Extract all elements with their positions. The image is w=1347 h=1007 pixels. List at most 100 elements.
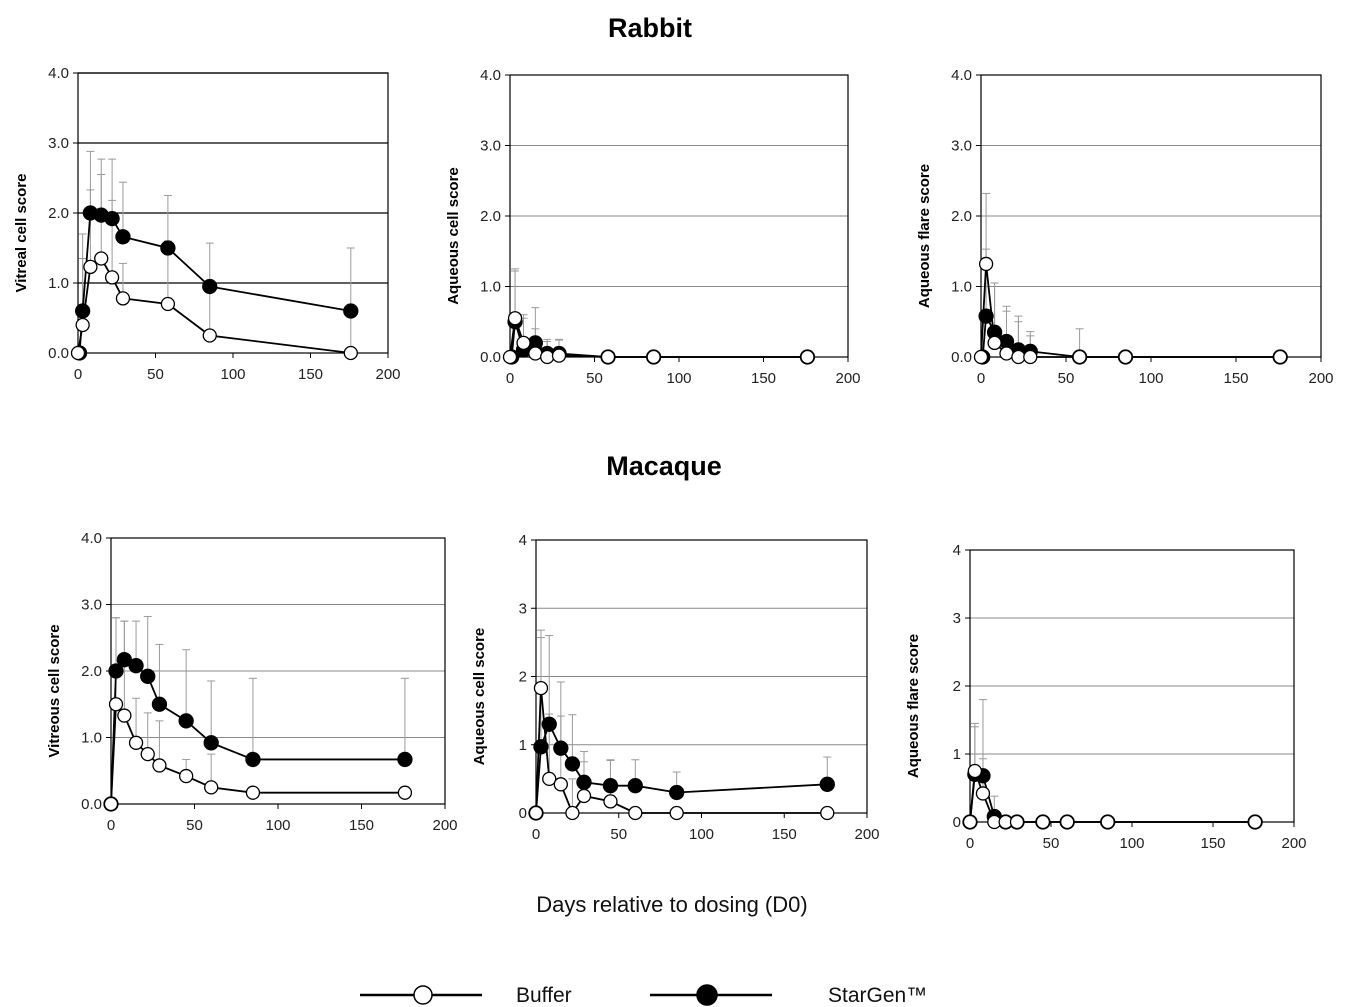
data-point-buffer <box>999 346 1014 361</box>
data-point-buffer <box>128 735 144 750</box>
y-tick-label: 1.0 <box>48 275 69 292</box>
data-point-buffer <box>507 311 523 326</box>
x-tick-label: 0 <box>506 370 514 387</box>
data-point-stargen <box>245 751 261 768</box>
data-point-buffer <box>1100 814 1115 830</box>
data-point-buffer <box>1273 349 1288 365</box>
y-tick-label: 3.0 <box>480 138 501 155</box>
data-point-buffer <box>75 317 90 333</box>
x-tick-label: 150 <box>1223 370 1248 387</box>
data-point-buffer <box>245 785 261 800</box>
data-point-buffer <box>103 796 119 812</box>
series-line-stargen <box>110 658 405 805</box>
x-tick-label: 50 <box>586 370 603 387</box>
chart-panel-3: 0.0 1.0 2.0 3.0 4.0 0 50 100 150 200 Aqueous flare… <box>916 67 1334 387</box>
data-point-buffer <box>108 697 124 712</box>
data-point-buffer <box>1035 814 1051 830</box>
y-tick-label: 4 <box>519 532 527 549</box>
data-point-buffer <box>140 746 155 762</box>
data-point-buffer <box>533 680 549 696</box>
data-point-buffer <box>669 805 684 821</box>
series-line-stargen <box>969 773 1256 823</box>
y-tick-label: 2.0 <box>48 205 69 222</box>
x-tick-label: 50 <box>186 817 203 834</box>
legend-stargen-marker <box>696 984 718 1006</box>
legend-buffer-label: Buffer <box>516 984 572 1007</box>
data-point-buffer <box>540 349 555 365</box>
y-tick-label: 2.0 <box>81 663 102 680</box>
data-point-stargen <box>178 713 194 729</box>
x-tick-label: 150 <box>772 826 797 843</box>
y-tick-label: 2 <box>519 669 527 686</box>
data-point-stargen <box>128 658 144 674</box>
y-axis-label: Aqueous cell score <box>445 167 462 305</box>
x-tick-label: 50 <box>147 366 164 383</box>
data-point-stargen <box>343 303 359 319</box>
y-tick-label: 4 <box>953 542 961 559</box>
x-tick-label: 0 <box>966 835 974 852</box>
y-tick-label: 0 <box>519 805 527 822</box>
data-point-stargen <box>151 696 168 712</box>
x-tick-label: 100 <box>666 370 691 387</box>
x-tick-label: 200 <box>1281 835 1306 852</box>
x-tick-label: 200 <box>375 366 400 383</box>
data-point-buffer <box>800 349 815 365</box>
data-point-buffer <box>576 788 592 804</box>
data-point-buffer <box>1023 349 1038 365</box>
data-point-buffer <box>117 708 132 723</box>
y-axis-label: Vitreal cell score <box>13 174 30 293</box>
data-point-buffer <box>502 349 518 365</box>
data-point-buffer <box>975 786 991 801</box>
data-point-buffer <box>603 794 618 809</box>
y-tick-label: 0.0 <box>81 796 102 813</box>
y-tick-label: 1 <box>519 737 527 754</box>
y-axis-label: Aqueous flare score <box>905 634 922 778</box>
y-tick-label: 1 <box>953 746 961 763</box>
x-tick-label: 150 <box>298 366 323 383</box>
data-point-buffer <box>94 251 109 266</box>
data-point-buffer <box>202 328 217 343</box>
x-tick-label: 150 <box>349 817 374 834</box>
data-point-stargen <box>541 716 557 732</box>
data-point-stargen <box>553 740 569 756</box>
data-point-stargen <box>564 756 581 772</box>
data-point-buffer <box>83 259 98 275</box>
data-point-buffer <box>551 348 567 363</box>
y-tick-label: 4.0 <box>480 67 501 84</box>
x-tick-label: 200 <box>1308 370 1333 387</box>
x-tick-label: 0 <box>107 817 115 834</box>
y-tick-label: 3.0 <box>81 597 102 614</box>
legend-stargen-label: StarGen™ <box>828 984 927 1007</box>
data-point-buffer <box>542 771 557 787</box>
chart-panel-5: 0 1 2 3 4 0 50 100 150 200 Aqueous cell score <box>471 532 880 843</box>
data-point-stargen <box>602 778 619 794</box>
data-point-stargen <box>115 229 131 245</box>
y-tick-label: 4.0 <box>951 67 972 84</box>
data-point-buffer <box>1009 814 1025 830</box>
chart-panel-2: 0.0 1.0 2.0 3.0 4.0 0 50 100 150 200 Aqueous cell … <box>445 67 861 387</box>
data-point-buffer <box>978 256 994 272</box>
x-tick-label: 50 <box>1043 835 1060 852</box>
data-point-buffer <box>204 780 219 795</box>
x-tick-label: 150 <box>751 370 776 387</box>
data-point-buffer <box>115 291 131 306</box>
chart-panel-6: 0 1 2 3 4 0 50 100 150 200 Aqueous flare score <box>905 542 1307 852</box>
x-tick-label: 100 <box>1119 835 1144 852</box>
data-point-stargen <box>397 751 413 768</box>
data-point-buffer <box>104 270 120 285</box>
y-tick-label: 1.0 <box>951 279 972 296</box>
x-tick-label: 100 <box>689 826 714 843</box>
data-point-buffer <box>1247 814 1263 830</box>
data-point-stargen <box>576 774 592 790</box>
data-point-buffer <box>628 805 643 821</box>
data-point-buffer <box>973 349 989 365</box>
data-point-stargen <box>203 735 219 751</box>
data-point-stargen <box>627 778 643 794</box>
y-tick-label: 4.0 <box>81 530 102 547</box>
data-point-buffer <box>160 296 176 312</box>
data-point-stargen <box>75 303 91 319</box>
y-tick-label: 2.0 <box>951 208 972 225</box>
data-point-buffer <box>553 777 568 792</box>
data-point-buffer <box>967 763 983 779</box>
